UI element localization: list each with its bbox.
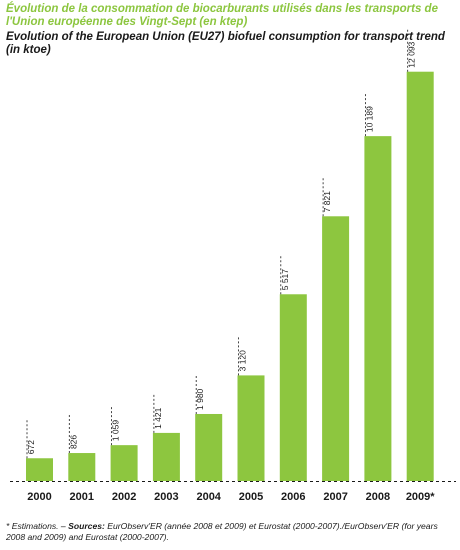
value-label-2001: 826 — [68, 435, 78, 449]
footnote-sources-text: EurObserv'ER (année 2008 et 2009) et Eur… — [6, 521, 438, 542]
footnote-lead: * Estimations. – — [6, 521, 69, 531]
x-tick-label-2007: 2007 — [323, 491, 347, 503]
x-tick-label-2003: 2003 — [154, 491, 178, 503]
value-label-2003: 1 421 — [153, 407, 163, 429]
x-tick-labels-group: 2000 2001 2002 2003 2004 2005 2006 2007 2008 2009… — [27, 491, 435, 503]
bar-2007 — [322, 216, 350, 481]
footnote: * Estimations. – Sources: EurObserv'ER (… — [6, 521, 456, 543]
value-label-2000: 672 — [26, 440, 36, 454]
bar-2008 — [364, 136, 392, 481]
x-tick-label-2002: 2002 — [112, 491, 136, 503]
bars-group — [26, 71, 434, 482]
footnote-sources-label: Sources: — [68, 521, 105, 531]
value-label-2008: 10 189 — [364, 106, 374, 132]
leader-lines-group — [26, 27, 409, 459]
x-tick-label-2001: 2001 — [70, 491, 94, 503]
x-tick-label-2009: 2009* — [406, 491, 435, 503]
chart-title-english: Evolution of the European Union (EU27) b… — [6, 31, 445, 56]
x-tick-label-2008: 2008 — [366, 491, 390, 503]
value-label-2004: 1 980 — [195, 388, 205, 410]
value-label-2007: 7 821 — [322, 191, 332, 213]
bar-2003 — [152, 432, 180, 481]
bar-2009 — [406, 71, 434, 482]
bar-2006 — [279, 294, 307, 481]
x-tick-label-2005: 2005 — [239, 491, 263, 503]
bar-2000 — [26, 458, 53, 481]
bar-2005 — [237, 375, 265, 481]
chart-title-french: Évolution de la consommation de biocarbu… — [6, 3, 438, 28]
value-label-2006: 5 517 — [280, 269, 290, 291]
value-label-2005: 3 120 — [238, 350, 248, 372]
value-label-2002: 1 059 — [111, 420, 121, 442]
bar-2001 — [68, 453, 96, 481]
value-label-2009: 12 093 — [407, 41, 417, 67]
x-tick-label-2004: 2004 — [196, 491, 221, 503]
x-tick-label-2000: 2000 — [27, 491, 51, 503]
bar-chart: 672 826 1 059 1 421 1 980 3 120 5 517 7 821 10 1… — [10, 27, 456, 503]
value-labels-group: 672 826 1 059 1 421 1 980 3 120 5 517 7 821 10 1… — [26, 41, 417, 454]
x-tick-label-2006: 2006 — [281, 491, 305, 503]
bar-2004 — [195, 413, 223, 481]
bar-2002 — [110, 445, 138, 481]
